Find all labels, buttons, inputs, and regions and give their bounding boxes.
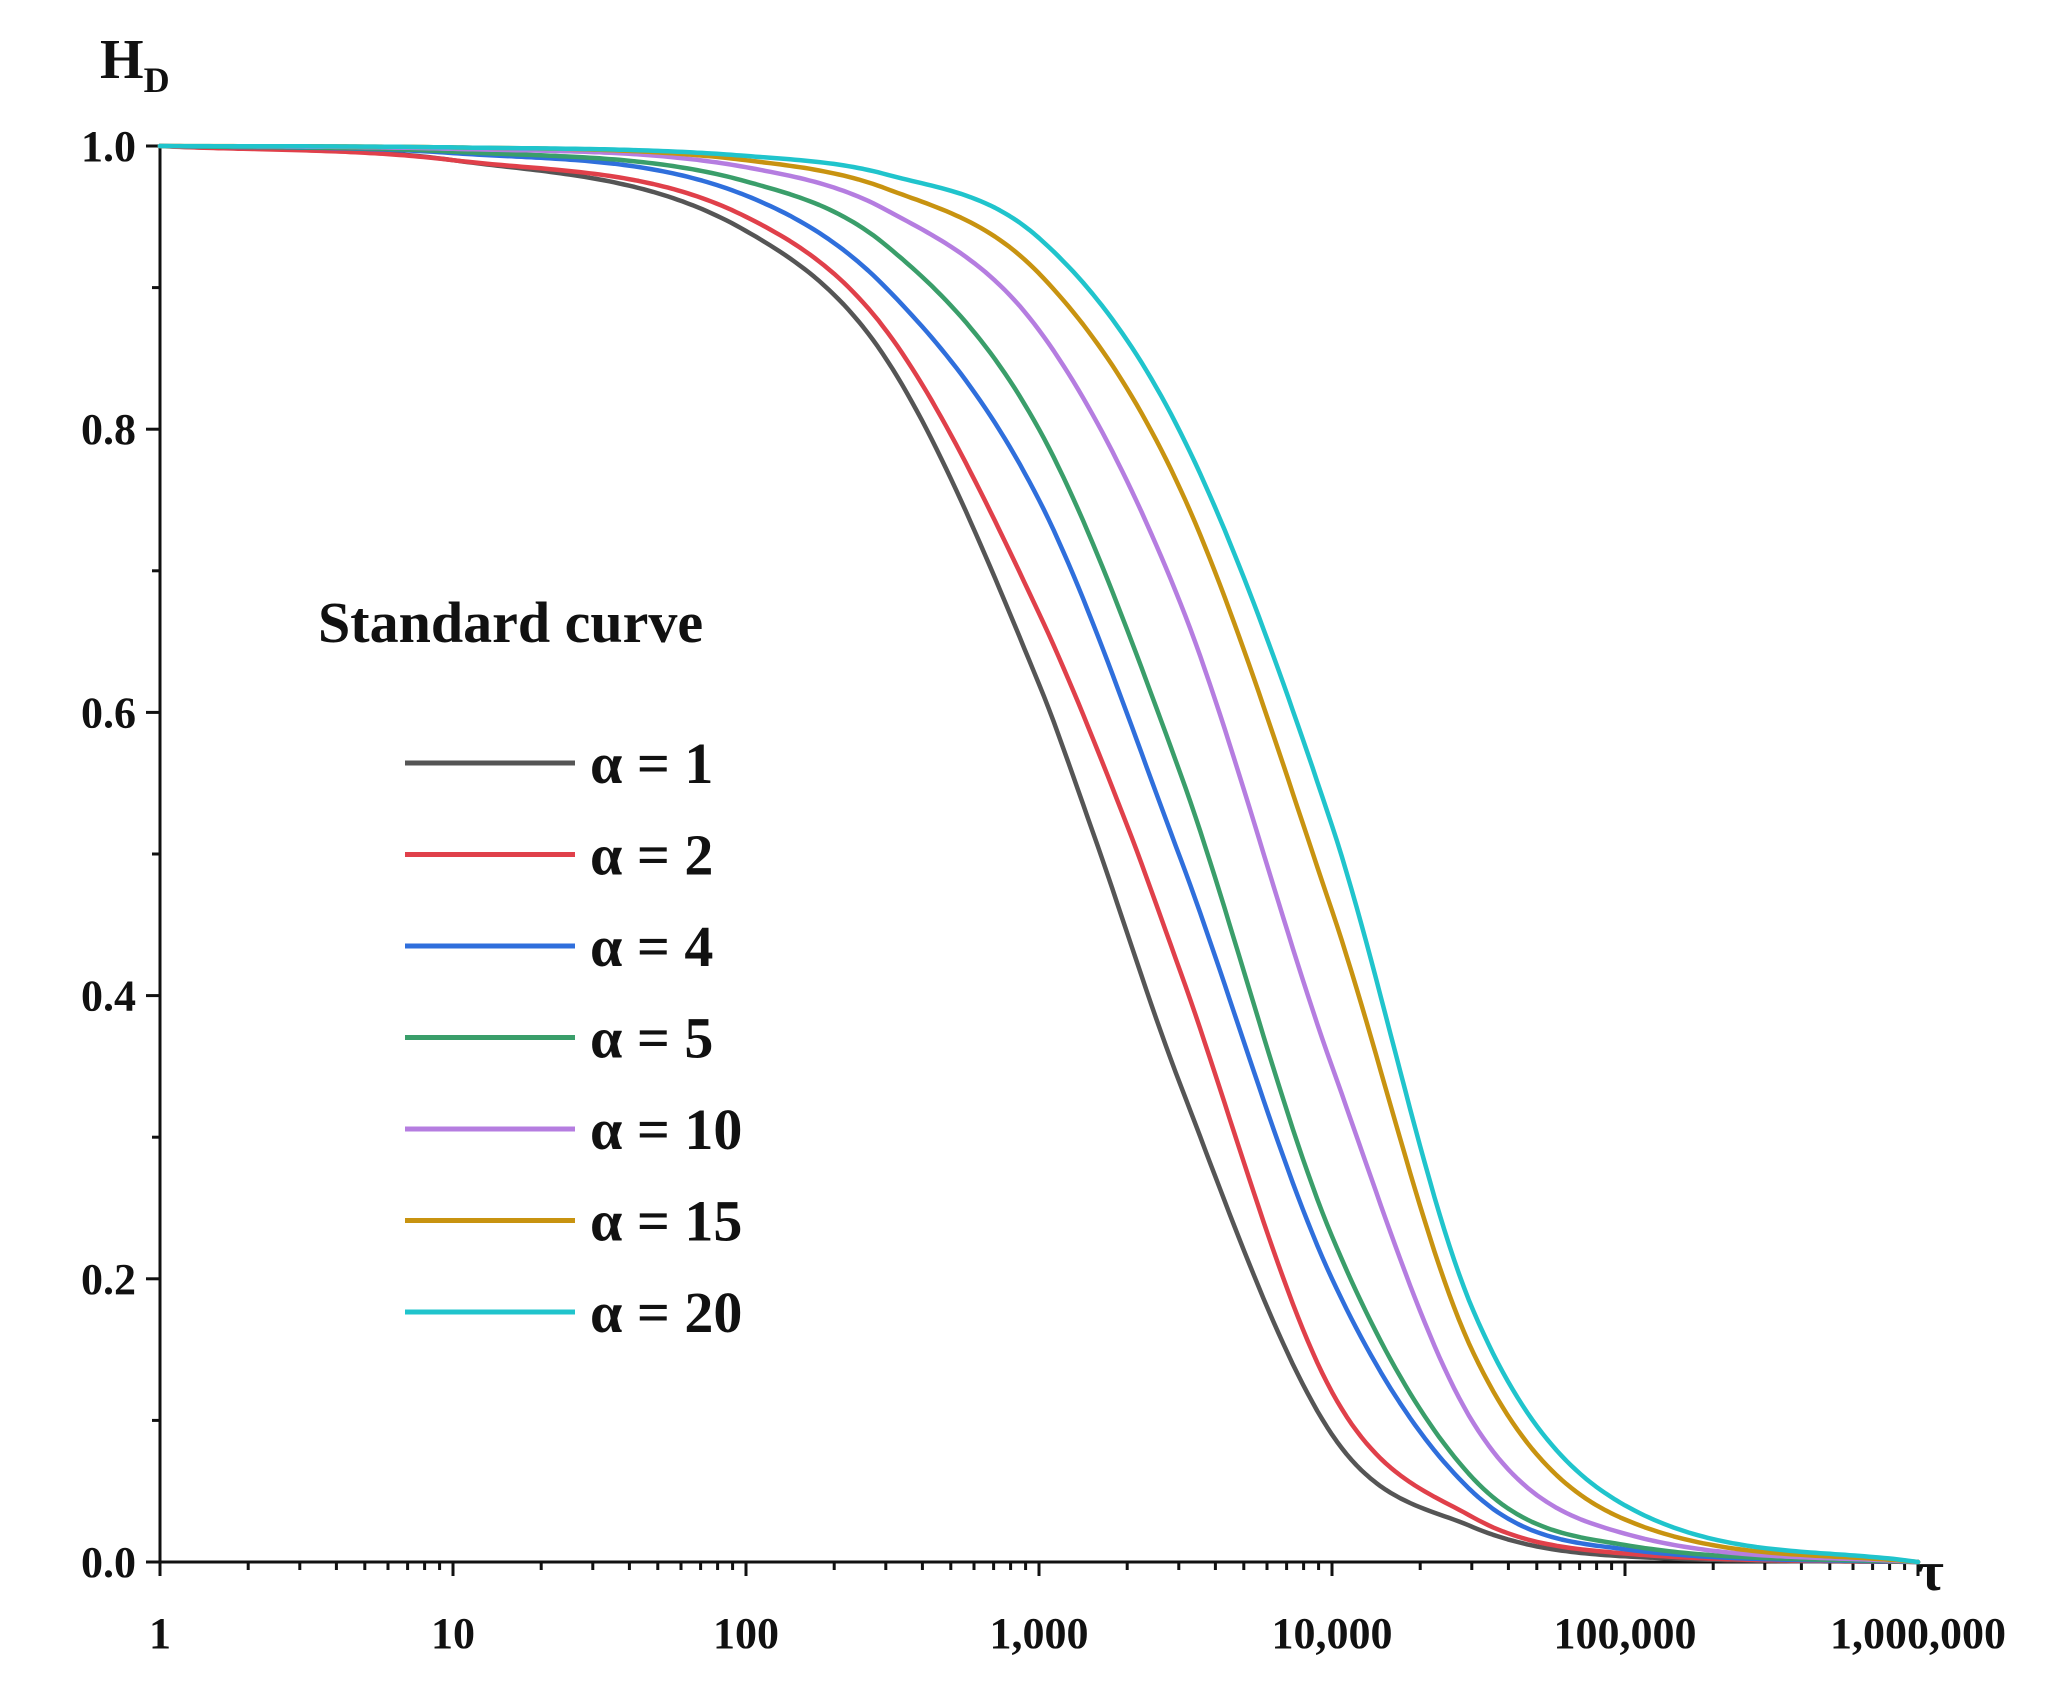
y-tick-label: 0.6 <box>81 688 136 737</box>
legend-item: α = 2 <box>405 823 713 888</box>
legend-label: α = 2 <box>590 823 713 888</box>
legend-label: α = 10 <box>590 1097 742 1162</box>
legend-item: α = 15 <box>405 1189 742 1254</box>
axes: 0.0 0.2 0.4 0.6 0.8 1.0 1 10 100 1,000 10,000 100,0… <box>81 122 2006 1658</box>
x-tick-label: 1,000 <box>990 1609 1089 1658</box>
curves <box>157 143 1921 1565</box>
x-tick-label: 100 <box>713 1609 779 1658</box>
y-tick-label: 0.8 <box>81 405 136 454</box>
legend: Standard curve α = 1α = 2α = 4α = 5α = 1… <box>318 590 742 1345</box>
ticks <box>146 144 1920 1576</box>
x-tick-label: 10 <box>431 1609 475 1658</box>
legend-item: α = 20 <box>405 1280 742 1345</box>
series-line-7 <box>157 143 1921 1565</box>
x-tick-label: 10,000 <box>1272 1609 1393 1658</box>
legend-item: α = 4 <box>405 914 713 979</box>
x-tick-label: 1 <box>149 1609 171 1658</box>
y-tick-label: 0.4 <box>81 972 136 1021</box>
legend-item: α = 1 <box>405 731 713 796</box>
legend-item: α = 5 <box>405 1006 713 1071</box>
y-tick-label: 1.0 <box>81 122 136 171</box>
legend-label: α = 1 <box>590 731 713 796</box>
series-line-2 <box>157 143 1921 1565</box>
y-tick-label: 0.2 <box>81 1255 136 1304</box>
tick-labels: 0.0 0.2 0.4 0.6 0.8 1.0 1 10 100 1,000 10,000 100,0… <box>81 122 2006 1658</box>
series-line-4 <box>157 143 1921 1565</box>
y-axis-title: HD <box>100 29 170 100</box>
y-tick-label: 0.0 <box>81 1538 136 1587</box>
legend-label: α = 4 <box>590 914 713 979</box>
legend-label: α = 20 <box>590 1280 742 1345</box>
x-tick-label: 100,000 <box>1554 1609 1697 1658</box>
legend-label: α = 5 <box>590 1006 713 1071</box>
legend-items: α = 1 α = 2 α = 4 α = 5 α = 10 α = 15 α = 20 <box>405 731 742 1345</box>
x-tick-label: 1,000,000 <box>1830 1609 2006 1658</box>
x-axis-title: τ <box>1918 1541 1944 1603</box>
legend-title: Standard curve <box>318 590 703 655</box>
legend-label: α = 15 <box>590 1189 742 1254</box>
legend-item: α = 10 <box>405 1097 742 1162</box>
